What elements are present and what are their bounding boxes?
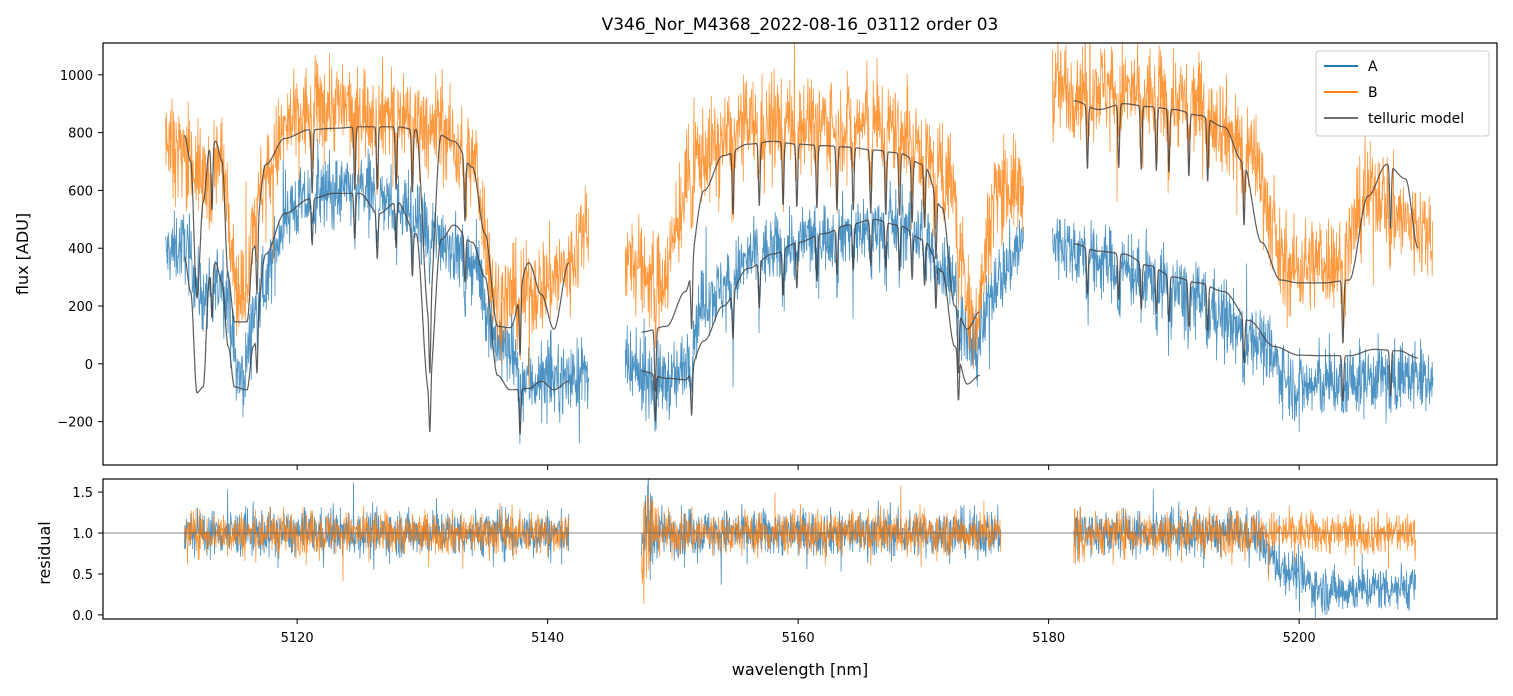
residual-panel: 0.0 0.5 1.0 1.5 5120 5140 5160 5180 5200 residu…	[35, 478, 1498, 679]
main-y-tick-label: 1000	[60, 69, 93, 84]
main-panel: −200 0 200 400 600 800 1000 flux [ADU] A B tel…	[13, 42, 1498, 470]
main-y-tick-label: 600	[68, 184, 93, 199]
series-b-segment-1	[165, 53, 590, 387]
telluric-model-curve-6	[1073, 100, 1419, 344]
residual-b-segment-2	[641, 485, 1002, 605]
main-y-tick-label: −200	[57, 416, 93, 431]
series-b-segment-2	[624, 43, 1024, 370]
residual-plot-area	[103, 479, 1497, 619]
residual-y-tick-label: 0.0	[72, 609, 93, 624]
main-y-ticks: −200 0 200 400 600 800 1000	[57, 69, 103, 431]
residual-y-ticks: 0.0 0.5 1.0 1.5	[72, 486, 103, 624]
main-x-ticks	[296, 465, 1300, 470]
residual-x-tick-label: 5160	[782, 631, 815, 646]
telluric-model-curve-3	[641, 218, 980, 422]
residual-x-tick-label: 5140	[531, 631, 564, 646]
residual-b-segment-3	[1073, 505, 1416, 582]
residual-x-ticks: 5120 5140 5160 5180 5200	[281, 619, 1316, 646]
main-y-tick-label: 0	[85, 358, 93, 373]
residual-x-tick-label: 5180	[1032, 631, 1065, 646]
x-axis-label: wavelength [nm]	[732, 660, 869, 679]
telluric-model-curve-1	[183, 192, 569, 435]
chart-title: V346_Nor_M4368_2022-08-16_03112 order 03	[602, 15, 999, 35]
residual-y-tick-label: 0.5	[72, 568, 93, 583]
residual-axes-frame	[102, 478, 1498, 620]
legend: A B telluric model	[1315, 50, 1490, 137]
telluric-model-curve-2	[184, 126, 570, 374]
legend-label-b: B	[1368, 85, 1378, 101]
main-y-tick-label: 400	[68, 242, 93, 257]
main-axes-frame	[102, 42, 1498, 466]
residual-y-tick-label: 1.0	[72, 527, 93, 542]
residual-series-b	[184, 485, 1416, 605]
residual-y-axis-label: residual	[35, 521, 54, 584]
series-telluric-model	[183, 100, 1419, 435]
main-y-axis-label: flux [ADU]	[13, 213, 32, 295]
telluric-model-curve-4	[641, 140, 980, 392]
residual-b-segment-1	[184, 503, 570, 582]
series-a-segment-3	[1052, 218, 1434, 433]
residual-x-tick-label: 5120	[281, 631, 314, 646]
residual-y-tick-label: 1.5	[72, 486, 93, 501]
main-y-tick-label: 200	[68, 300, 93, 315]
residual-x-tick-label: 5200	[1283, 631, 1316, 646]
legend-label-a: A	[1368, 59, 1378, 75]
main-plot-area	[165, 43, 1434, 445]
legend-label-telluric-model: telluric model	[1368, 111, 1464, 127]
main-y-tick-label: 800	[68, 127, 93, 142]
telluric-model-curve-5	[1073, 243, 1418, 402]
